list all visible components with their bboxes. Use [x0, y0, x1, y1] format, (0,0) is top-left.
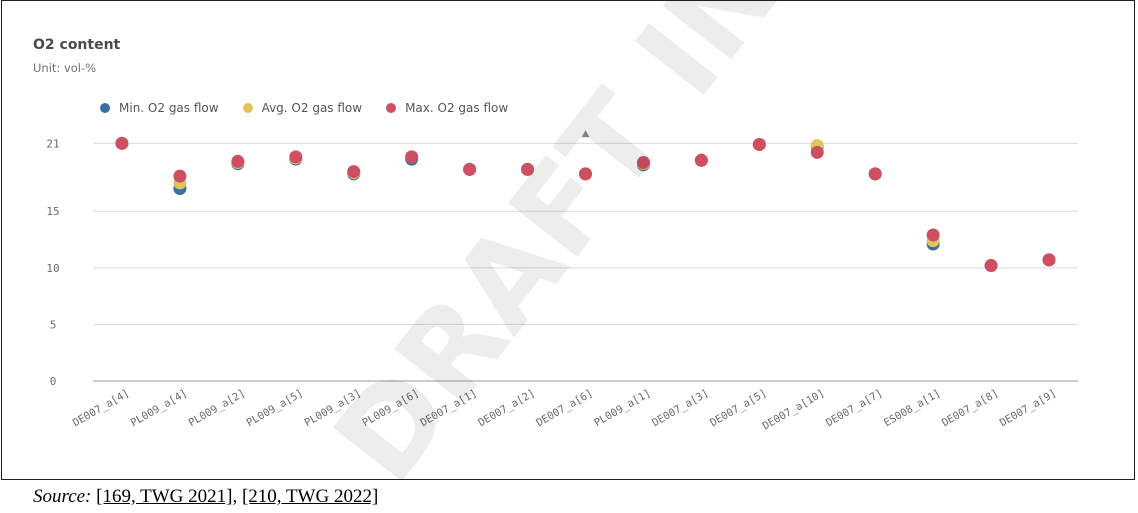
legend: Min. O2 gas flow Avg. O2 gas flow Max. O…: [100, 101, 532, 115]
x-tick-label: PL009_a[4]: [129, 387, 190, 429]
y-tick-label: 21: [46, 137, 59, 150]
legend-dot-avg: [242, 103, 253, 113]
x-tick-label: PL009_a[5]: [245, 387, 306, 429]
x-tick-label: DE007_a[4]: [71, 387, 132, 429]
legend-item-max[interactable]: Max. O2 gas flow: [386, 101, 508, 115]
x-tick-label: DE007_a[10]: [761, 387, 827, 432]
data-point-max: [579, 167, 592, 181]
source-line: Source: [169, TWG 2021], [210, TWG 2022]: [33, 486, 378, 508]
chart-title: O2 content: [33, 37, 121, 53]
x-tick-label: DE007_a[3]: [650, 387, 711, 429]
data-point-max: [463, 162, 477, 176]
data-point-max: [752, 137, 766, 151]
x-tick-label: PL009_a[6]: [360, 387, 421, 429]
data-point-max: [984, 259, 998, 273]
legend-dot-min: [100, 103, 110, 113]
x-tick-label: PL009_a[2]: [187, 387, 248, 429]
data-point-max: [289, 150, 303, 164]
data-point-max: [115, 136, 129, 150]
legend-dot-max: [386, 103, 397, 113]
source-label: Source:: [33, 486, 92, 507]
scatter-plot: 05101521DE007_a[4]PL009_a[4]PL009_a[2]PL…: [46, 130, 1078, 432]
data-point-max: [694, 153, 708, 167]
source-ref-1[interactable]: [169, TWG 2021]: [96, 486, 233, 507]
x-tick-label: DE007_a[8]: [940, 387, 1001, 429]
data-point-max: [810, 145, 824, 159]
data-point-max: [173, 169, 187, 183]
x-tick-label: DE007_a[9]: [998, 387, 1059, 429]
y-tick-label: 5: [50, 318, 57, 331]
legend-item-min[interactable]: Min. O2 gas flow: [100, 101, 219, 115]
y-tick-label: 15: [46, 205, 59, 218]
data-point-max: [926, 228, 940, 242]
x-tick-label: PL009_a[1]: [592, 387, 653, 429]
legend-item-avg[interactable]: Avg. O2 gas flow: [242, 101, 363, 115]
data-point-max: [636, 156, 650, 170]
y-tick-label: 0: [50, 375, 57, 388]
x-tick-label: DE007_a[6]: [534, 387, 595, 429]
chart-frame: [1, 0, 1135, 480]
source-separator: ,: [232, 486, 242, 507]
legend-label-avg: Avg. O2 gas flow: [261, 101, 363, 115]
legend-label-min: Min. O2 gas flow: [119, 101, 219, 115]
data-point-max: [405, 150, 419, 164]
x-tick-label: PL009_a[3]: [302, 387, 363, 429]
y-tick-label: 10: [46, 262, 59, 275]
annotation-marker: [581, 130, 590, 138]
source-ref-2[interactable]: [210, TWG 2022]: [241, 486, 379, 507]
x-tick-label: DE007_a[2]: [476, 387, 537, 429]
data-point-max: [521, 162, 535, 176]
data-point-max: [347, 165, 361, 179]
legend-label-max: Max. O2 gas flow: [405, 101, 509, 115]
x-tick-label: DE007_a[7]: [824, 387, 885, 429]
x-tick-label: DE007_a[5]: [708, 387, 769, 429]
x-tick-label: DE007_a[1]: [418, 387, 479, 429]
data-point-max: [231, 154, 245, 168]
chart-subtitle: Unit: vol-%: [33, 61, 97, 75]
x-tick-label: ES008_a[1]: [882, 387, 943, 429]
data-point-max: [1042, 253, 1056, 267]
data-point-max: [868, 167, 882, 181]
